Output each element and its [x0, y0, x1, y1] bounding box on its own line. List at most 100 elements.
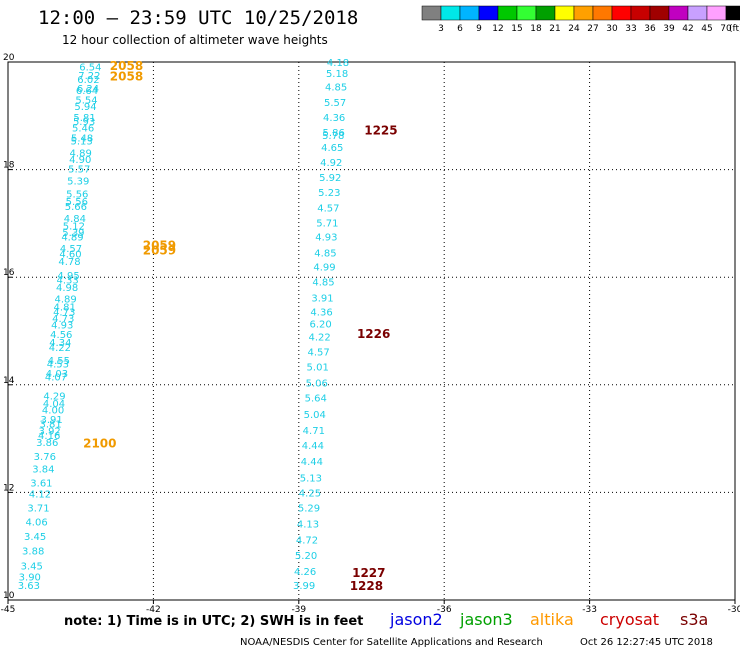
wave-height-point: 3.76: [34, 452, 56, 463]
wave-height-point: 4.57: [60, 244, 82, 255]
wave-height-point: 3.45: [21, 562, 43, 573]
legend-label: 27: [587, 24, 598, 34]
y-tick-label: 12: [3, 483, 14, 493]
wave-height-point: 4.85: [312, 278, 334, 289]
wave-height-point: 4.03: [46, 369, 68, 380]
legend-label: 45: [701, 24, 712, 34]
wave-height-point: 4.89: [70, 148, 92, 159]
wave-height-point: 5.78: [322, 131, 344, 142]
wave-height-point: 4.53: [47, 359, 69, 370]
wave-height-point: 5.48: [71, 133, 93, 144]
wave-height-point: 4.16: [38, 431, 60, 442]
wave-height-point: 5.64: [305, 394, 327, 405]
wave-height-point: 5.01: [307, 363, 329, 374]
wave-height-point: 4.22: [49, 343, 71, 354]
legend-swatch: [516, 5, 537, 21]
wave-height-point: 5.93: [73, 117, 95, 128]
wave-height-point: 5.39: [62, 228, 84, 239]
wave-height-point: 5.81: [73, 113, 95, 124]
time-label: 2059: [143, 238, 176, 252]
chart-title: 12:00 – 23:59 UTC 10/25/2018: [38, 7, 358, 29]
legend-label: 70: [720, 24, 732, 34]
wave-height-point: 5.56: [66, 197, 88, 208]
legend-label: 9: [476, 24, 482, 34]
legend-label: 3: [438, 24, 444, 34]
legend-label: 6: [457, 24, 463, 34]
plot-frame: [7, 61, 736, 601]
wave-height-point: 5.12: [63, 222, 85, 233]
grid-lines: [8, 62, 735, 600]
x-tick-label: -45: [1, 605, 16, 615]
wave-height-point: 4.00: [42, 406, 64, 417]
footer-credit: NOAA/NESDIS Center for Satellite Applica…: [240, 637, 543, 648]
legend-label: (ft): [729, 24, 740, 34]
wave-height-point: 5.66: [65, 202, 87, 213]
time-label: 2058: [110, 59, 143, 73]
legend-swatch: [421, 5, 442, 21]
y-tick-label: 20: [3, 53, 15, 63]
legend-swatch: [459, 5, 480, 21]
wave-height-point: 3.91: [40, 415, 62, 426]
wave-height-point: 4.04: [43, 399, 65, 410]
wave-height-point: 4.57: [317, 203, 339, 214]
y-tick-label: 14: [3, 376, 15, 386]
footer-timestamp: Oct 26 12:27:45 UTC 2018: [580, 637, 713, 648]
wave-height-point: 7.22: [78, 71, 100, 82]
legend-label: 36: [644, 24, 656, 34]
wave-height-point: 5.06: [306, 379, 328, 390]
wave-height-point: 5.56: [66, 189, 88, 200]
x-tick-label: -42: [146, 605, 161, 615]
legend-swatch: [554, 5, 575, 21]
time-label: 2058: [110, 70, 143, 84]
legend-swatch: [497, 5, 518, 21]
wave-height-point: 5.57: [68, 165, 90, 176]
wave-height-point: 5.54: [75, 96, 97, 107]
wave-height-point: 4.44: [302, 441, 324, 452]
wave-height-point: 3.71: [27, 503, 49, 514]
legend-label: 18: [530, 24, 542, 34]
y-tick-label: 10: [3, 591, 15, 601]
legend-swatch: [592, 5, 613, 21]
wave-height-point: 4.29: [43, 392, 65, 403]
x-tick-label: -30: [728, 605, 740, 615]
time-label: 1228: [350, 579, 383, 593]
wave-height-point: 3.90: [19, 572, 41, 583]
legend-label: 30: [606, 24, 618, 34]
wave-height-point: 5.46: [72, 124, 94, 135]
wave-height-point: 4.73: [53, 308, 75, 319]
x-tick-label: -36: [437, 605, 452, 615]
satellite-cryosat: cryosat: [600, 610, 659, 629]
wave-height-point: 4.78: [58, 257, 80, 268]
wave-height-point: 3.92: [39, 427, 61, 438]
wave-height-point: 4.81: [54, 302, 76, 313]
wave-height-point: 4.36: [323, 113, 345, 124]
wave-height-point: 4.84: [64, 214, 86, 225]
time-label: 1225: [364, 123, 397, 137]
legend-label: 21: [549, 24, 560, 34]
axis-ticks: -45 -42 -39 -36 -33 -30 10 12 14 16 18 20: [1, 53, 740, 615]
chart-subtitle: 12 hour collection of altimeter wave hei…: [62, 33, 328, 47]
wave-height-point: 4.93: [315, 232, 337, 243]
legend-swatch: [440, 5, 461, 21]
legend-swatch: [668, 5, 689, 21]
wave-height-point: 4.89: [55, 295, 77, 306]
time-label: 1227: [352, 566, 385, 580]
legend-label: 33: [625, 24, 636, 34]
wave-height-point: 3.45: [24, 532, 46, 543]
satellite-altika: altika: [530, 610, 574, 629]
wave-height-point: 5.71: [316, 218, 338, 229]
wave-height-point: 4.73: [52, 314, 74, 325]
legend-label: 42: [682, 24, 693, 34]
wave-height-point: 4.06: [25, 517, 47, 528]
wave-height-point: 3.61: [30, 479, 52, 490]
wave-height-point: 3.99: [293, 581, 315, 592]
wave-height-point: 4.95: [57, 271, 79, 282]
wave-height-point: 3.91: [311, 294, 333, 305]
wave-height-point: 3.86: [36, 438, 58, 449]
wave-height-point: 4.90: [69, 155, 91, 166]
legend-label: 15: [511, 24, 522, 34]
